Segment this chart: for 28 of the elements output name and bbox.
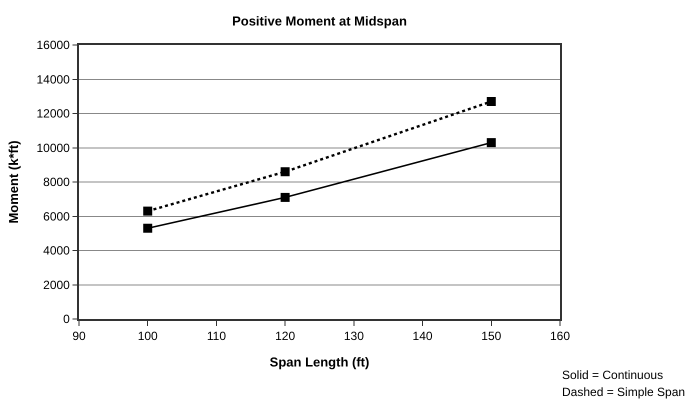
y-axis-title: Moment (k*ft) [6,140,21,224]
y-tick-label: 6000 [43,209,70,224]
y-tick-label: 8000 [43,175,70,190]
point [143,224,152,233]
point [280,192,290,202]
y-tick-label: 16000 [36,38,70,52]
x-axis-title: Span Length (ft) [270,354,370,370]
x-tick-label: 120 [275,329,296,344]
chart-title: Positive Moment at Midspan [232,14,407,29]
y-tick-label: 0 [63,312,70,326]
y-tick-label: 12000 [36,106,70,121]
x-tick-label: 110 [206,329,226,344]
x-tick-label: 150 [481,329,502,344]
point [280,167,290,176]
text: Dashed = Simple Span [562,385,686,399]
x-tick-label: 160 [550,329,570,344]
point [143,206,152,216]
point [486,138,496,148]
x-tick-label: 100 [138,329,158,344]
x-tick-label: 140 [412,329,433,344]
y-tick-label: 2000 [43,278,70,292]
x-tick-label: 90 [72,329,86,344]
point [486,97,496,106]
text: Solid = Continuous [562,368,664,382]
x-tick-label: 130 [344,329,364,344]
y-tick-label: 10000 [36,140,70,155]
y-tick-label: 4000 [43,244,70,258]
y-tick-label: 14000 [36,72,70,86]
